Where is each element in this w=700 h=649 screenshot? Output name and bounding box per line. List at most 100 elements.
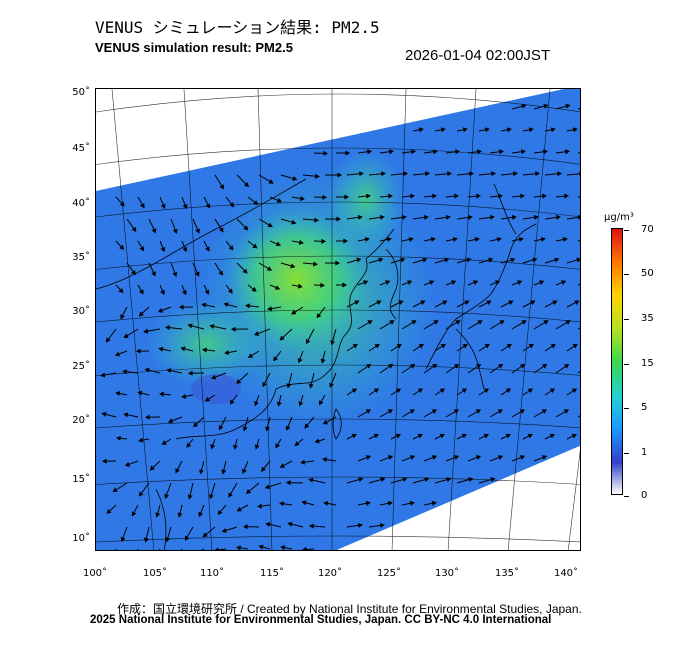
wind-arrow-head bbox=[187, 323, 193, 329]
wind-arrow-head bbox=[398, 300, 404, 305]
wind-arrow-head bbox=[454, 363, 460, 369]
wind-arrow-head bbox=[175, 468, 180, 474]
wind-arrow-head bbox=[425, 171, 430, 177]
wind-arrow-head bbox=[195, 228, 200, 234]
wind-arrow-head bbox=[564, 363, 570, 369]
wind-arrow-head bbox=[540, 236, 546, 242]
wind-arrow-head bbox=[242, 524, 248, 530]
wind-arrow-head bbox=[490, 477, 496, 482]
wind-arrow-head bbox=[155, 512, 161, 518]
wind-arrow-head bbox=[417, 388, 424, 393]
wind-arrow-head bbox=[253, 200, 259, 206]
wind-arrow-head bbox=[301, 546, 307, 550]
wind-arrow-head bbox=[112, 487, 118, 493]
wind-arrow-head bbox=[184, 535, 190, 541]
wind-arrow-head bbox=[395, 388, 402, 393]
wind-arrow-head bbox=[131, 269, 136, 276]
wind-arrow-head bbox=[124, 462, 131, 467]
wind-arrow-head bbox=[407, 280, 413, 285]
wind-arrow-head bbox=[291, 309, 297, 315]
wind-arrow-head bbox=[138, 491, 144, 497]
wind-arrow-head bbox=[381, 171, 386, 177]
wind-arrow-head bbox=[535, 171, 540, 177]
wind-arrow-head bbox=[316, 313, 322, 319]
wind-arrow-head bbox=[266, 266, 272, 271]
longitude-line bbox=[567, 450, 580, 550]
wind-arrow-head bbox=[120, 536, 126, 543]
wind-arrow-head bbox=[571, 388, 578, 393]
wind-arrow-head bbox=[549, 433, 555, 439]
wind-arrow-head bbox=[564, 193, 569, 199]
wind-arrow-head bbox=[209, 494, 214, 500]
latitude-line bbox=[96, 201, 580, 218]
wind-arrow-head bbox=[268, 179, 274, 184]
wind-arrow-head bbox=[336, 216, 342, 222]
wind-arrow-head bbox=[495, 280, 501, 285]
wind-arrow-head bbox=[123, 333, 129, 338]
wind-arrow-head bbox=[561, 280, 567, 285]
wind-arrow-head bbox=[205, 246, 210, 252]
wind-arrow-head bbox=[158, 346, 164, 352]
wind-arrow-head bbox=[373, 388, 380, 393]
wind-arrow-head bbox=[161, 440, 167, 445]
wind-arrow-head bbox=[367, 320, 373, 325]
longitude-line bbox=[257, 89, 273, 550]
wind-arrow-head bbox=[308, 523, 314, 529]
wind-arrow-head bbox=[498, 363, 504, 369]
wind-arrow-head bbox=[484, 343, 490, 349]
wind-arrow-head bbox=[433, 320, 439, 325]
wind-arrow-head bbox=[329, 382, 334, 388]
latitude-line bbox=[96, 147, 580, 165]
wind-arrow-head bbox=[521, 103, 527, 109]
wind-arrow-head bbox=[230, 326, 236, 332]
wind-arrow-head bbox=[143, 537, 149, 543]
wind-arrow-head bbox=[396, 343, 402, 349]
wind-arrow-head bbox=[254, 401, 259, 407]
wind-arrow-head bbox=[227, 288, 233, 294]
wind-arrow-head bbox=[151, 271, 156, 277]
wind-arrow-head bbox=[447, 171, 452, 177]
wind-arrow-head bbox=[165, 537, 171, 543]
wind-arrow-head bbox=[506, 127, 512, 133]
wind-arrow-head bbox=[542, 193, 547, 199]
wind-arrow-head bbox=[159, 391, 164, 397]
wind-arrow-head bbox=[291, 219, 297, 225]
wind-arrow-head bbox=[314, 438, 320, 444]
wind-arrow-head bbox=[359, 171, 364, 177]
wind-arrow-head bbox=[556, 214, 561, 220]
wind-arrow-head bbox=[513, 171, 518, 177]
wind-arrow-head bbox=[424, 477, 430, 482]
wind-arrow-head bbox=[313, 261, 318, 267]
wind-arrow-head bbox=[424, 214, 429, 220]
wind-arrow-head bbox=[254, 444, 260, 450]
wind-arrow-head bbox=[474, 236, 480, 242]
wind-arrow-head bbox=[114, 351, 120, 357]
wind-arrow-head bbox=[475, 455, 482, 460]
wind-arrow-head bbox=[242, 468, 247, 474]
wind-arrow-head bbox=[140, 203, 145, 209]
wind-arrow-head bbox=[563, 409, 569, 414]
wind-arrow-head bbox=[505, 388, 512, 393]
wind-arrow-head bbox=[242, 268, 248, 274]
wind-arrow-head bbox=[358, 522, 363, 528]
wind-arrow-head bbox=[204, 396, 211, 402]
wind-arrow-head bbox=[105, 337, 111, 343]
wind-arrow bbox=[577, 196, 580, 198]
wind-arrow-head bbox=[518, 236, 524, 242]
wind-arrow-head bbox=[387, 500, 393, 506]
wind-arrow-head bbox=[143, 328, 149, 334]
wind-arrow-head bbox=[520, 363, 526, 369]
wind-arrow-head bbox=[380, 522, 385, 528]
wind-arrow-head bbox=[420, 300, 426, 305]
wind-arrow-head bbox=[464, 300, 470, 305]
pm25-map[interactable] bbox=[95, 88, 581, 551]
wind-arrow-head bbox=[557, 171, 562, 177]
wind-arrow-head bbox=[245, 489, 252, 494]
wind-arrow-head bbox=[432, 193, 437, 199]
wind-arrow-head bbox=[187, 370, 193, 376]
wind-arrow-head bbox=[462, 343, 468, 349]
wind-arrow-head bbox=[440, 127, 446, 133]
wind-arrow-head bbox=[160, 203, 166, 210]
wind-arrow-head bbox=[534, 214, 539, 220]
wind-arrow-head bbox=[236, 506, 242, 512]
